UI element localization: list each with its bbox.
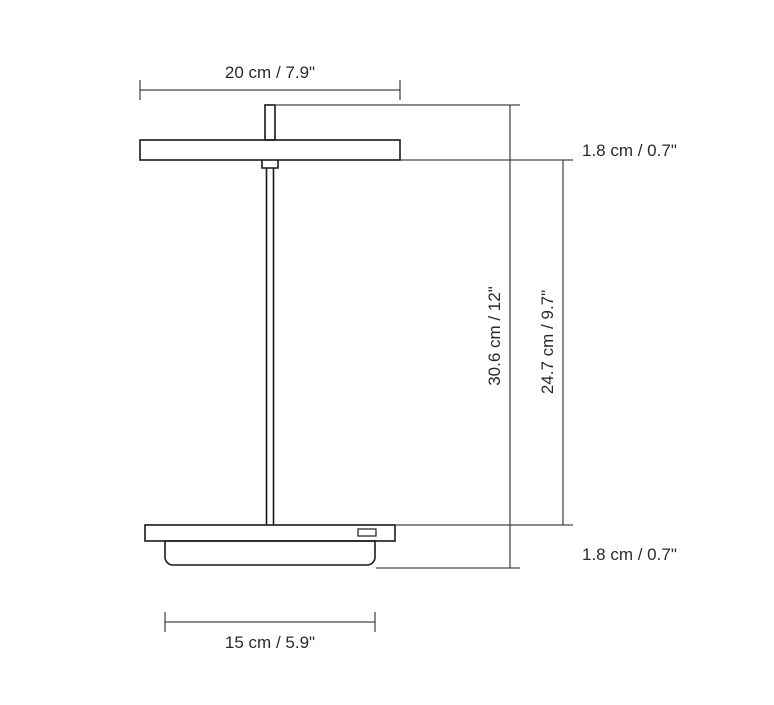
top-disc xyxy=(140,140,400,160)
label-total-height: 30.6 cm / 12" xyxy=(485,286,504,386)
base-bottom-plate xyxy=(165,541,375,565)
label-top-thickness: 1.8 cm / 0.7" xyxy=(582,141,677,160)
dimension-diagram: 20 cm / 7.9" 15 cm / 5.9" 30.6 cm / 12" … xyxy=(0,0,774,705)
dimension-labels: 20 cm / 7.9" 15 cm / 5.9" 30.6 cm / 12" … xyxy=(225,63,677,652)
disc-under-bracket xyxy=(262,160,278,168)
dim-top-width xyxy=(140,80,400,100)
product-outline xyxy=(140,105,400,565)
top-knob xyxy=(265,105,275,140)
dim-bottom-width xyxy=(165,612,375,632)
label-bottom-width: 15 cm / 5.9" xyxy=(225,633,315,652)
label-base-thickness: 1.8 cm / 0.7" xyxy=(582,545,677,564)
label-stem-height: 24.7 cm / 9.7" xyxy=(538,290,557,394)
base-button xyxy=(358,529,376,536)
label-top-width: 20 cm / 7.9" xyxy=(225,63,315,82)
dimension-lines xyxy=(140,80,573,632)
